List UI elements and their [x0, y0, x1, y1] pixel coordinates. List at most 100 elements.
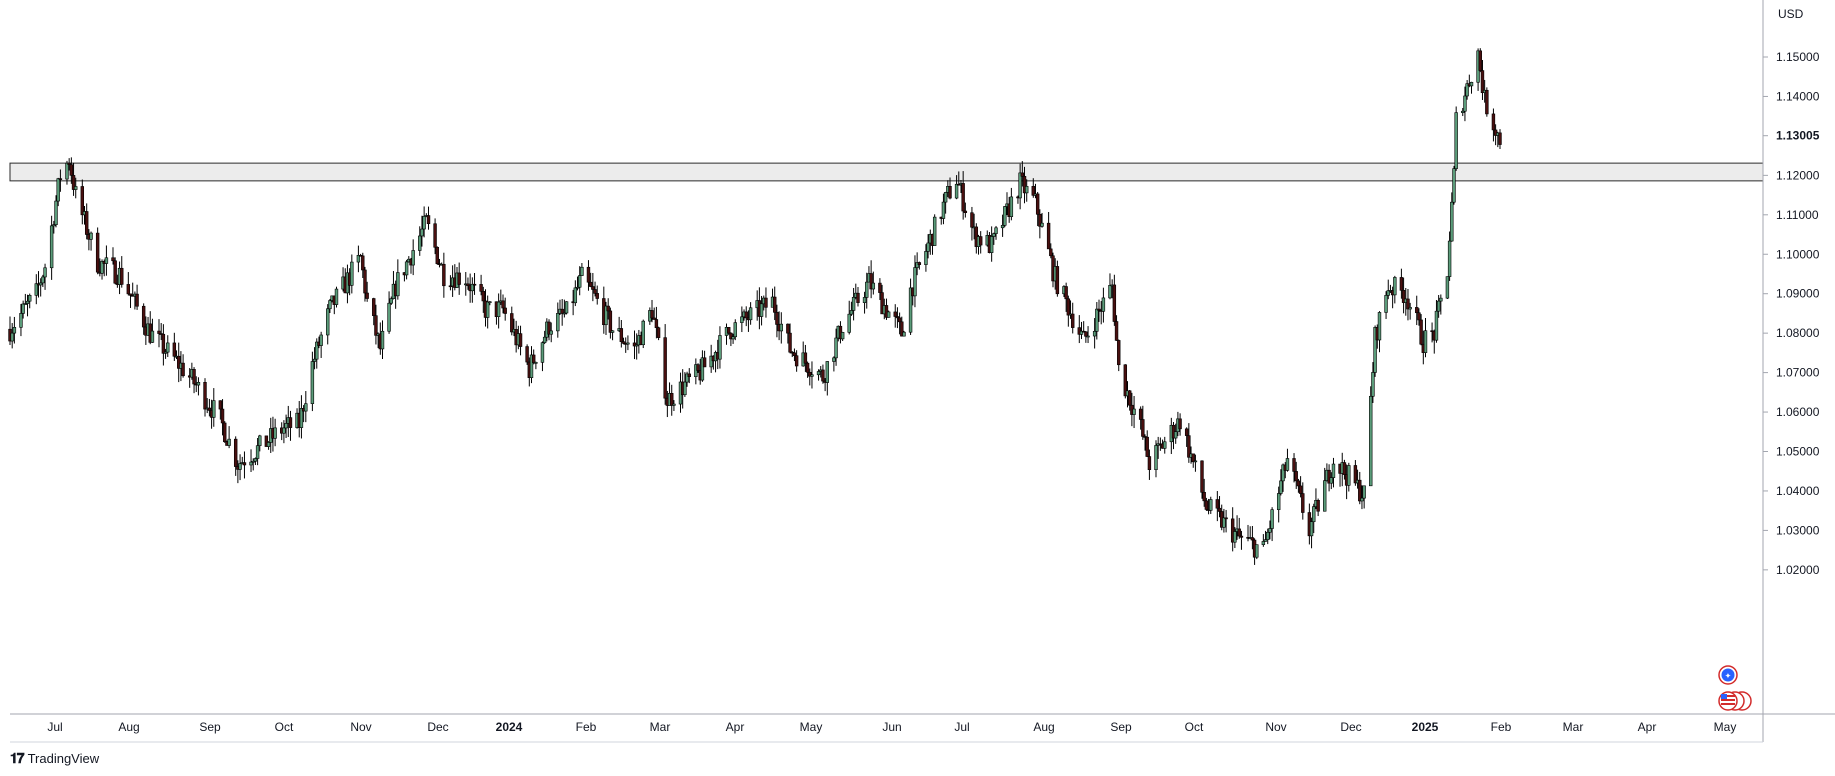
candlestick-series — [8, 48, 1502, 565]
candle — [203, 378, 207, 417]
candle — [1237, 517, 1241, 539]
candle — [1193, 454, 1198, 472]
candle — [588, 272, 593, 288]
candle — [834, 328, 838, 366]
candle — [775, 304, 779, 338]
time-tick-label: Oct — [1185, 720, 1204, 734]
candle — [1092, 318, 1097, 349]
candle — [54, 195, 58, 228]
candle — [58, 169, 63, 192]
candle — [595, 285, 599, 305]
candle — [1285, 448, 1290, 472]
candle — [1141, 405, 1145, 440]
candle — [849, 301, 854, 316]
candle — [310, 351, 315, 412]
candle — [994, 225, 998, 240]
event-flag-icon[interactable]: ✦ — [1718, 665, 1738, 685]
candle — [1384, 291, 1388, 319]
candle — [626, 335, 630, 351]
candle — [372, 297, 376, 326]
price-zone — [9, 162, 1764, 182]
candle — [862, 291, 867, 314]
us-flag-icon[interactable] — [1718, 691, 1752, 711]
time-tick-label: Nov — [350, 720, 371, 734]
candle — [1079, 321, 1084, 340]
candle — [1174, 423, 1178, 444]
candle — [893, 304, 897, 328]
candle — [632, 330, 637, 360]
candle — [510, 306, 514, 336]
candle — [1461, 107, 1465, 117]
price-axis[interactable]: 1.15000 1.14000 1.13005 1.12000 1.11000 1.100… — [1763, 50, 1820, 577]
candle — [1454, 106, 1458, 171]
candle — [871, 271, 876, 295]
tradingview-brand[interactable]: 𝟏𝟕 TradingView — [10, 748, 99, 768]
candle — [685, 371, 689, 387]
candle — [672, 400, 676, 411]
candle — [315, 338, 319, 369]
candle — [426, 206, 431, 230]
candle — [1261, 534, 1266, 547]
time-tick-label: Apr — [1638, 720, 1657, 734]
candle — [363, 266, 367, 302]
candle — [886, 310, 891, 318]
candle — [608, 307, 613, 339]
candle — [808, 368, 812, 386]
candle — [1000, 214, 1005, 237]
candle — [779, 312, 783, 344]
candle — [1255, 544, 1259, 560]
candle — [496, 293, 501, 329]
price-tick-label: 1.05000 — [1776, 445, 1820, 459]
candle — [788, 323, 792, 354]
candle — [1066, 295, 1071, 327]
candle — [1018, 163, 1022, 210]
candle — [1447, 231, 1452, 281]
candle — [575, 276, 580, 291]
time-tick-label: Jul — [954, 720, 969, 734]
candle — [448, 275, 453, 291]
candle — [1331, 457, 1336, 488]
candle — [989, 226, 994, 262]
candle — [466, 277, 470, 290]
candle — [1342, 459, 1347, 480]
candle — [161, 324, 166, 366]
candle — [233, 436, 238, 476]
candle — [1114, 315, 1119, 341]
candle — [941, 193, 946, 225]
time-tick-label: Oct — [275, 720, 294, 734]
candle — [1276, 486, 1281, 523]
price-tick-label: 1.07000 — [1776, 366, 1820, 380]
time-tick-label: Dec — [427, 720, 448, 734]
price-tick-label: 1.06000 — [1776, 405, 1820, 419]
candle — [23, 293, 28, 305]
candle — [1101, 287, 1106, 323]
candle — [1329, 472, 1333, 490]
currency-label[interactable]: USD — [1778, 7, 1804, 21]
candle — [350, 254, 354, 294]
time-tick-label: May — [800, 720, 823, 734]
candle — [847, 300, 851, 335]
candle — [238, 454, 242, 481]
candle — [821, 364, 825, 384]
candle — [560, 299, 564, 326]
candle — [1298, 476, 1303, 498]
candle — [948, 177, 952, 200]
candle — [1371, 362, 1375, 403]
candle — [961, 171, 965, 220]
candle — [1386, 279, 1390, 300]
candle — [656, 326, 661, 341]
candle — [1097, 299, 1101, 322]
candle — [902, 330, 906, 337]
candle — [1309, 517, 1314, 549]
candle — [166, 335, 170, 357]
time-tick-label: Feb — [1491, 720, 1512, 734]
time-axis[interactable]: Jul Aug Sep Oct Nov Dec 2024 Feb Mar Apr May Jun Jul… — [47, 720, 1736, 734]
candle — [34, 274, 38, 305]
candle — [1108, 273, 1112, 300]
candle — [71, 162, 76, 196]
candle — [917, 261, 922, 270]
candle — [418, 226, 422, 256]
candle — [1419, 314, 1423, 346]
candle — [1200, 460, 1204, 499]
